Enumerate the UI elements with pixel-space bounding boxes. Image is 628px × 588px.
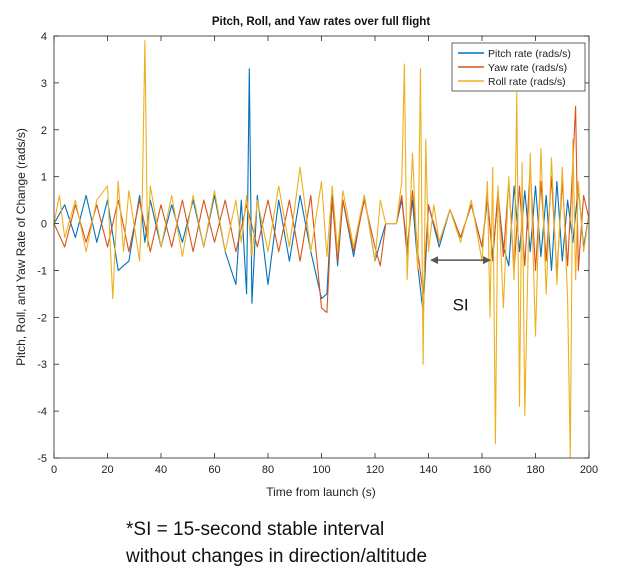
chart-title: Pitch, Roll, and Yaw rates over full fli… [212, 16, 431, 28]
x-tick-label: 20 [101, 464, 113, 476]
x-tick-label: 120 [366, 464, 384, 476]
y-tick-label: 0 [41, 219, 47, 231]
y-tick-label: -3 [37, 359, 47, 371]
chart: 0 20 40 60 80 100 120 140 160 180 200 -5 -4 -3 -2 -1 0 1 2… [14, 16, 598, 499]
x-tick-label: 80 [262, 464, 274, 476]
y-axis-label: Pitch, Roll, and Yaw Rate of Change (rad… [14, 128, 28, 366]
legend: Pitch rate (rads/s) Yaw rate (rads/s) Roll… [451, 42, 586, 92]
x-tick-label: 180 [526, 464, 544, 476]
y-tick-label: 2 [41, 125, 47, 137]
x-tick-label: 0 [51, 464, 57, 476]
x-axis-label: Time from launch (s) [266, 485, 376, 499]
legend-label: Pitch rate (rads/s) [488, 48, 571, 60]
x-tick-label: 100 [312, 464, 330, 476]
legend-label: Yaw rate (rads/s) [488, 62, 567, 74]
plot-background [54, 36, 589, 458]
y-tick-label: -5 [37, 453, 47, 465]
legend-label: Roll rate (rads/s) [488, 76, 566, 88]
x-tick-label: 140 [419, 464, 437, 476]
y-tick-label: 3 [41, 78, 47, 90]
footnote: *SI = 15-second stable interval without … [126, 516, 606, 570]
series-line-3 [54, 40, 589, 458]
y-tick-label: -4 [37, 406, 47, 418]
y-tick-label: -1 [37, 265, 47, 277]
si-annotation-label: SI [453, 295, 469, 314]
x-tick-label: 60 [208, 464, 220, 476]
x-tick-label: 200 [580, 464, 598, 476]
x-tick-label: 40 [155, 464, 167, 476]
x-tick-label: 160 [473, 464, 491, 476]
y-tick-label: 1 [41, 172, 47, 184]
footnote-line-1: *SI = 15-second stable interval [126, 519, 385, 540]
footnote-line-2: without changes in direction/altitude [126, 546, 428, 567]
y-tick-label: -2 [37, 312, 47, 324]
y-tick-label: 4 [41, 31, 47, 43]
